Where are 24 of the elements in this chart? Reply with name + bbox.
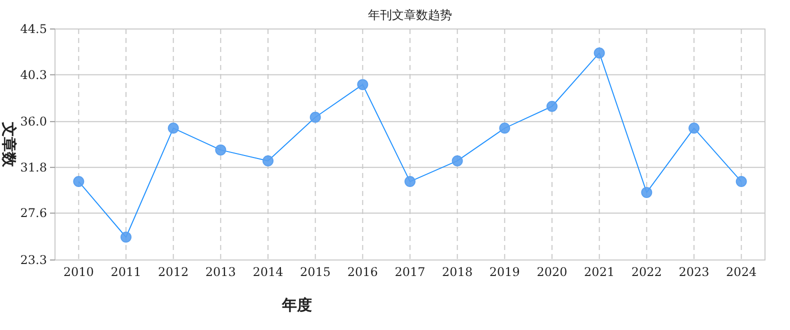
x-tick-label: 2016 xyxy=(347,265,378,279)
y-tick-label: 40.3 xyxy=(20,68,47,82)
y-tick-label: 36.0 xyxy=(20,114,47,129)
y-tick-label: 31.8 xyxy=(20,160,47,174)
x-tick-label: 2019 xyxy=(489,265,520,279)
y-tick-label: 44.5 xyxy=(20,22,47,36)
y-axis-title: 文章数 xyxy=(0,121,18,168)
x-tick-label: 2010 xyxy=(63,265,94,279)
x-tick-label: 2021 xyxy=(584,265,615,279)
x-tick-label: 2014 xyxy=(252,265,284,279)
x-tick-label: 2020 xyxy=(536,265,568,279)
x-tick-label: 2022 xyxy=(631,265,662,279)
x-tick-label: 2024 xyxy=(726,265,757,279)
y-tick-label: 27.6 xyxy=(20,206,47,220)
x-tick-label: 2015 xyxy=(300,265,331,279)
chart-title: 年刊文章数趋势 xyxy=(368,8,452,22)
x-tick-label: 2018 xyxy=(442,265,473,279)
x-tick-label: 2013 xyxy=(205,265,236,279)
x-tick-label: 2023 xyxy=(678,265,710,279)
x-tick-label: 2011 xyxy=(110,265,142,279)
x-tick-label: 2017 xyxy=(394,265,426,279)
x-tick-label: 2012 xyxy=(158,265,189,279)
x-axis-title: 年度 xyxy=(281,296,312,314)
y-tick-label: 23.3 xyxy=(20,253,47,267)
